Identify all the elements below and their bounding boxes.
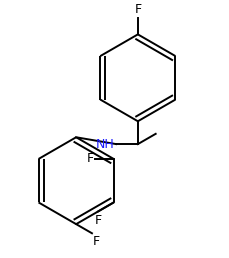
Text: F: F	[94, 214, 101, 227]
Text: NH: NH	[96, 138, 114, 151]
Text: F: F	[93, 235, 100, 248]
Text: F: F	[134, 3, 141, 16]
Text: F: F	[86, 152, 93, 165]
